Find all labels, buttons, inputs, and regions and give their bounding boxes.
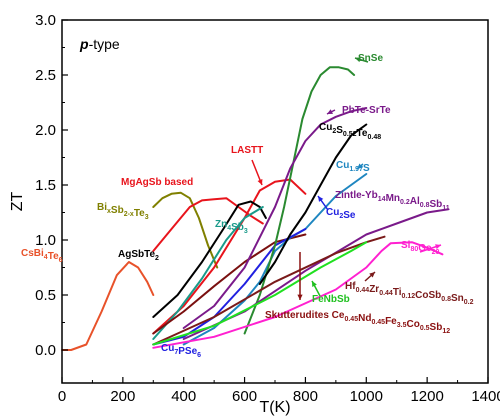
series-line-1 <box>152 191 219 269</box>
annotation-label: PbTe-SrTe <box>342 105 391 116</box>
y-axis-label: ZT <box>9 192 26 212</box>
series-line-5 <box>152 206 264 340</box>
annotation-label: Skutterudites Ce0.45Nd0.45Fe3.5Co0.5Sb12 <box>265 310 450 335</box>
x-tick-label: 600 <box>232 388 257 405</box>
arrow-head <box>297 294 303 300</box>
arrow-head <box>355 57 361 63</box>
annotation-label: Si80Ge20 <box>401 240 439 256</box>
series-layer <box>61 66 450 351</box>
annotation-label: Cu7PSe6 <box>161 343 201 359</box>
series-line-9 <box>243 66 356 335</box>
y-tick-label: 2.0 <box>35 122 56 139</box>
y-tick-label: 1.5 <box>35 177 56 194</box>
x-tick-label: 800 <box>293 388 318 405</box>
y-tick-label: 1.0 <box>35 232 56 249</box>
annotation-label: CsBi4Te6 <box>21 248 63 264</box>
annotation-label: Cu1.97S <box>336 160 370 174</box>
series-line-14 <box>152 235 386 346</box>
arrow-head <box>435 244 441 250</box>
annotation-label: MgAgSb based <box>121 177 193 188</box>
annotation-label: Zn4Sb3 <box>215 219 248 235</box>
y-tick-label: 0.0 <box>35 342 56 359</box>
annotation-label: BixSb2-xTe3 <box>97 202 149 221</box>
series-line-3 <box>152 178 307 335</box>
arrow-head <box>318 196 324 202</box>
y-tick-label: 2.5 <box>35 67 56 84</box>
arrow-head <box>312 281 317 287</box>
arrow-head <box>357 163 363 169</box>
annotation-label: LASTT <box>231 145 263 156</box>
y-tick-label: 3.0 <box>35 12 56 29</box>
annotation-label: SnSe <box>358 53 383 64</box>
series-line-6 <box>152 233 307 335</box>
annotation-label: FeNbSb <box>312 294 350 305</box>
series-line-4 <box>152 200 267 318</box>
x-tick-label: 400 <box>171 388 196 405</box>
arrow-head <box>369 272 375 278</box>
panel-title: p-type <box>79 36 120 52</box>
arrow-layer <box>251 57 442 300</box>
series-line-0 <box>61 261 155 351</box>
annotation-label: Cu2S0.52Te0.48 <box>319 122 381 141</box>
annotation-label: Zintle-Yb14Mn0.2Al0.8Sb11 <box>335 190 450 212</box>
series-line-11 <box>258 123 368 285</box>
x-axis-label: T(K) <box>259 399 290 416</box>
annotation-label: AgSbTe2 <box>118 249 159 262</box>
x-tick-label: 1000 <box>350 388 383 405</box>
series-line-8 <box>152 228 307 346</box>
series-line-10 <box>182 107 368 329</box>
series-line-12 <box>182 208 450 340</box>
annotation-layer: CsBi4Te6 BixSb2-xTe3 MgAgSb based LASTT AgSb… <box>21 53 474 359</box>
x-tick-label: 0 <box>58 388 66 405</box>
x-tick-label: 200 <box>110 388 135 405</box>
arrow-head <box>327 109 333 114</box>
arrow-head <box>257 179 263 185</box>
series-line-15 <box>152 241 368 346</box>
y-tick-label: 0.5 <box>35 287 56 304</box>
annotation-label: Cu2Se <box>326 207 356 221</box>
x-tick-label: 1200 <box>410 388 443 405</box>
series-line-13 <box>152 241 444 349</box>
annotation-label: Hf0.44Zr0.44Ti0.12CoSb0.8Sn0.2 <box>345 281 474 306</box>
